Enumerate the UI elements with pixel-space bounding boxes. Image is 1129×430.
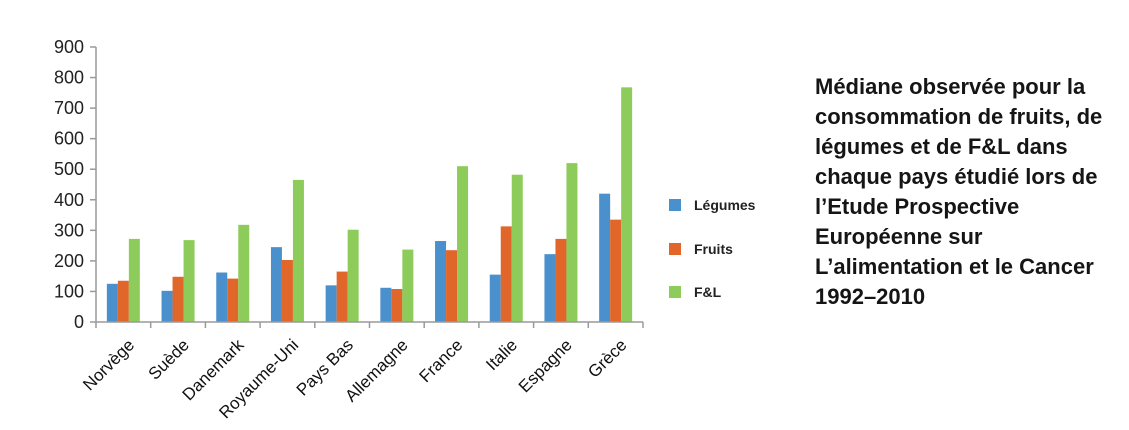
y-tick-label: 600 — [54, 129, 84, 149]
legend: Légumes Fruits F&L — [669, 197, 756, 300]
category-label: Norvège — [79, 335, 138, 394]
bar-fruits — [446, 250, 458, 322]
bar-legumes — [599, 193, 611, 322]
y-tick-label: 700 — [54, 98, 84, 118]
y-tick-label: 400 — [54, 190, 84, 210]
legend-swatch — [669, 286, 681, 298]
bar-fl — [238, 224, 250, 322]
category-label: Grèce — [584, 335, 630, 381]
y-tick-label: 0 — [74, 312, 84, 332]
y-tick-label: 100 — [54, 281, 84, 301]
y-tick-label: 200 — [54, 251, 84, 271]
legend-label: F&L — [694, 284, 722, 300]
bar-legumes — [325, 285, 337, 322]
bar-legumes — [106, 283, 118, 322]
bar-legumes — [216, 272, 228, 322]
bar-fl — [128, 238, 140, 322]
y-tick-label: 900 — [54, 37, 84, 57]
bar-fl — [457, 166, 469, 322]
y-axis-ticks: 0 100 200 300 400 500 600 700 800 900 — [54, 37, 96, 332]
bar-legumes — [489, 274, 501, 322]
bar-fruits — [336, 271, 348, 322]
bar-fl — [292, 179, 304, 322]
legend-label: Fruits — [694, 241, 733, 257]
bar-fl — [566, 163, 578, 322]
bar-fl — [347, 229, 359, 322]
category-label: Espagne — [515, 335, 576, 396]
bar-legumes — [380, 287, 392, 322]
bars — [106, 87, 633, 322]
legend-label: Légumes — [694, 197, 756, 213]
bar-fl — [402, 249, 414, 322]
y-tick-label: 500 — [54, 159, 84, 179]
bar-chart: 0 100 200 300 400 500 600 700 800 900 Norvège Suèd… — [54, 37, 756, 422]
category-label: France — [416, 335, 467, 386]
chart-caption: Médiane observée pour la consommation de… — [815, 74, 1103, 309]
category-label: Suède — [145, 335, 193, 383]
bar-fruits — [555, 238, 567, 322]
bar-fruits — [500, 226, 512, 322]
bar-legumes — [161, 290, 173, 322]
y-tick-label: 300 — [54, 220, 84, 240]
bar-legumes — [435, 241, 447, 322]
x-axis-ticks — [95, 322, 644, 328]
category-label: Italie — [482, 335, 521, 374]
bar-legumes — [270, 247, 282, 322]
bar-fruits — [172, 276, 184, 322]
bar-fl — [511, 174, 523, 322]
bar-fruits — [610, 219, 622, 322]
bar-fruits — [391, 289, 403, 322]
bar-fruits — [117, 280, 129, 322]
bar-fruits — [227, 278, 239, 322]
legend-swatch — [669, 243, 681, 255]
y-tick-label: 800 — [54, 68, 84, 88]
legend-swatch — [669, 199, 681, 211]
bar-fl — [183, 240, 195, 322]
bar-fl — [621, 87, 633, 322]
bar-fruits — [281, 259, 293, 322]
bar-legumes — [544, 254, 556, 322]
